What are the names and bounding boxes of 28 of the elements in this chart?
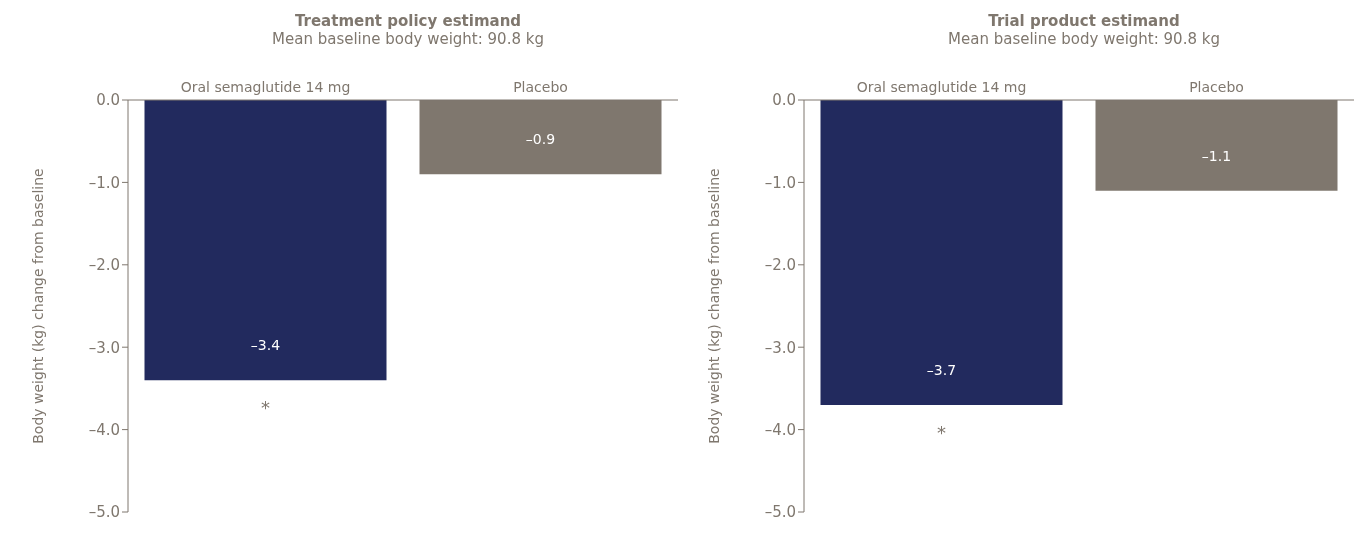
- data-label: –3.4: [250, 337, 281, 354]
- x-tick-label: Oral semaglutide 14 mg: [180, 79, 351, 95]
- y-tick-label: 0.0: [96, 91, 120, 110]
- data-label: –1.1: [1201, 147, 1232, 164]
- chart-subtitle: Mean baseline body weight: 90.8 kg: [947, 30, 1221, 48]
- y-axis-title: Body weight (kg) change from baseline: [29, 168, 46, 444]
- x-tick-label: Oral semaglutide 14 mg: [856, 79, 1027, 95]
- y-tick-label: –2.0: [88, 256, 120, 275]
- y-tick-label: –3.0: [764, 338, 796, 357]
- data-label: –3.7: [926, 361, 957, 378]
- data-label: –0.9: [525, 131, 556, 148]
- y-tick-label: –4.0: [88, 420, 120, 439]
- x-tick-label: Placebo: [1189, 79, 1244, 95]
- y-tick-label: 0.0: [772, 91, 796, 110]
- chart-title: Treatment policy estimand: [293, 12, 523, 30]
- chart-subtitle: Mean baseline body weight: 90.8 kg: [271, 30, 545, 48]
- y-tick-label: –1.0: [88, 173, 120, 192]
- y-axis-title: Body weight (kg) change from baseline: [705, 168, 722, 444]
- y-tick-label: –5.0: [88, 503, 120, 522]
- annotation: *: [937, 421, 946, 443]
- annotation: *: [261, 397, 270, 419]
- y-tick-label: –1.0: [764, 173, 796, 192]
- y-tick-label: –3.0: [88, 338, 120, 357]
- y-tick-label: –2.0: [764, 256, 796, 275]
- chart-title: Trial product estimand: [987, 12, 1181, 30]
- y-tick-label: –4.0: [764, 420, 796, 439]
- x-tick-label: Placebo: [513, 79, 568, 95]
- y-tick-label: –5.0: [764, 503, 796, 522]
